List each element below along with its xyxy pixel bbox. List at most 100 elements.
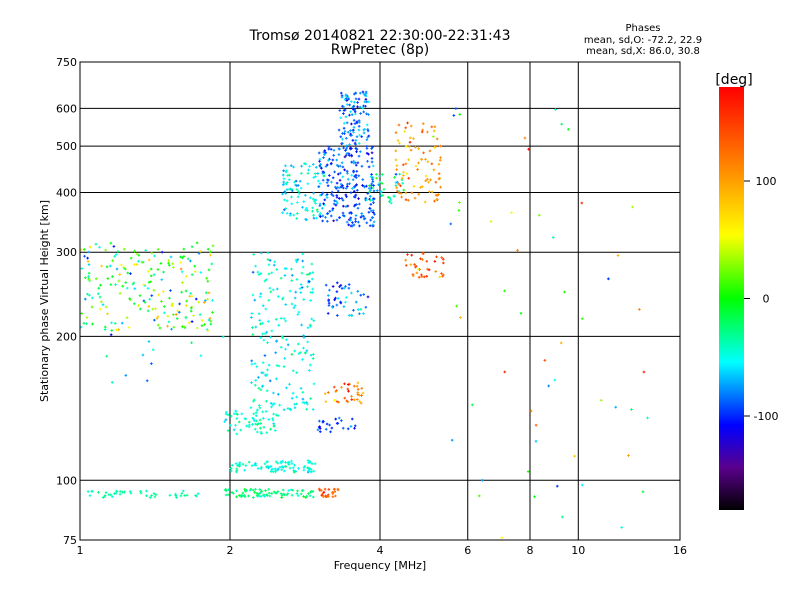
data-point xyxy=(323,153,326,156)
data-point xyxy=(375,189,379,192)
data-point xyxy=(311,408,315,411)
data-point xyxy=(437,193,440,196)
data-point xyxy=(168,296,171,300)
data-point xyxy=(370,216,374,219)
data-point xyxy=(129,256,133,260)
data-point xyxy=(300,286,304,289)
data-point xyxy=(356,393,360,396)
data-point xyxy=(371,186,375,190)
data-point xyxy=(416,267,420,271)
data-point xyxy=(275,413,278,417)
data-point xyxy=(232,412,236,416)
data-point xyxy=(360,212,364,215)
data-point xyxy=(206,279,210,283)
data-point xyxy=(306,285,309,289)
data-point xyxy=(211,244,215,248)
data-point xyxy=(135,263,139,266)
data-point xyxy=(86,256,89,260)
data-point xyxy=(312,319,316,323)
data-point xyxy=(336,189,340,193)
data-point xyxy=(244,489,247,493)
data-point xyxy=(284,347,287,351)
data-point xyxy=(378,180,382,184)
data-point xyxy=(349,191,353,194)
data-point xyxy=(281,488,285,492)
data-point xyxy=(285,211,289,215)
data-point xyxy=(97,491,100,494)
data-point xyxy=(358,120,361,124)
data-point xyxy=(190,294,194,298)
data-point xyxy=(336,297,340,300)
data-point xyxy=(279,492,283,495)
data-point xyxy=(348,103,351,107)
data-point xyxy=(372,164,375,168)
data-point xyxy=(336,201,339,205)
data-point xyxy=(331,194,335,198)
data-point xyxy=(580,317,584,320)
data-point xyxy=(354,143,357,146)
data-point xyxy=(139,307,142,311)
data-point xyxy=(297,467,300,470)
data-point xyxy=(312,353,315,356)
data-point xyxy=(335,181,339,185)
data-point xyxy=(320,193,324,197)
data-point xyxy=(344,193,348,197)
data-point xyxy=(344,300,347,304)
data-point xyxy=(397,123,401,127)
data-point xyxy=(169,289,172,292)
data-point xyxy=(197,300,200,304)
data-point xyxy=(342,186,345,190)
data-point xyxy=(259,292,263,296)
data-point xyxy=(401,181,404,185)
data-point xyxy=(339,301,343,305)
data-point xyxy=(477,494,481,498)
data-point xyxy=(428,149,432,153)
data-point xyxy=(333,298,336,302)
data-point xyxy=(356,101,359,104)
data-point xyxy=(337,128,341,132)
data-point xyxy=(371,180,375,183)
data-point xyxy=(103,494,107,498)
data-point xyxy=(404,258,407,262)
data-point xyxy=(438,158,442,162)
data-point xyxy=(405,172,409,175)
data-point xyxy=(254,264,257,268)
data-point xyxy=(273,467,277,471)
data-point xyxy=(150,294,154,297)
data-point xyxy=(177,310,181,314)
data-point xyxy=(500,536,504,540)
data-point xyxy=(88,293,91,297)
data-point xyxy=(560,122,563,126)
data-point xyxy=(247,494,250,498)
data-point xyxy=(261,304,265,307)
data-point xyxy=(226,413,230,417)
data-point xyxy=(271,418,275,422)
data-point xyxy=(352,384,356,388)
data-point xyxy=(402,188,406,192)
data-point xyxy=(137,259,140,263)
data-point xyxy=(459,316,462,319)
data-point xyxy=(366,129,370,133)
data-point xyxy=(421,252,425,255)
data-point xyxy=(282,169,285,172)
data-point xyxy=(332,148,336,152)
data-point xyxy=(362,312,365,315)
data-point xyxy=(355,384,359,388)
data-point xyxy=(306,402,309,406)
data-point xyxy=(250,316,253,319)
data-point xyxy=(139,491,143,495)
data-point xyxy=(345,399,349,403)
x-axis-label: Frequency [MHz] xyxy=(334,559,426,572)
data-point xyxy=(339,91,343,95)
data-point xyxy=(129,272,132,275)
data-point xyxy=(270,405,273,409)
data-point xyxy=(408,140,412,144)
data-point xyxy=(156,248,160,251)
colorbar-label: [deg] xyxy=(715,72,752,88)
data-point xyxy=(302,298,306,301)
data-point xyxy=(638,308,641,311)
data-point xyxy=(312,176,316,179)
data-point xyxy=(318,202,322,206)
data-point xyxy=(308,494,312,498)
data-point xyxy=(275,339,279,343)
